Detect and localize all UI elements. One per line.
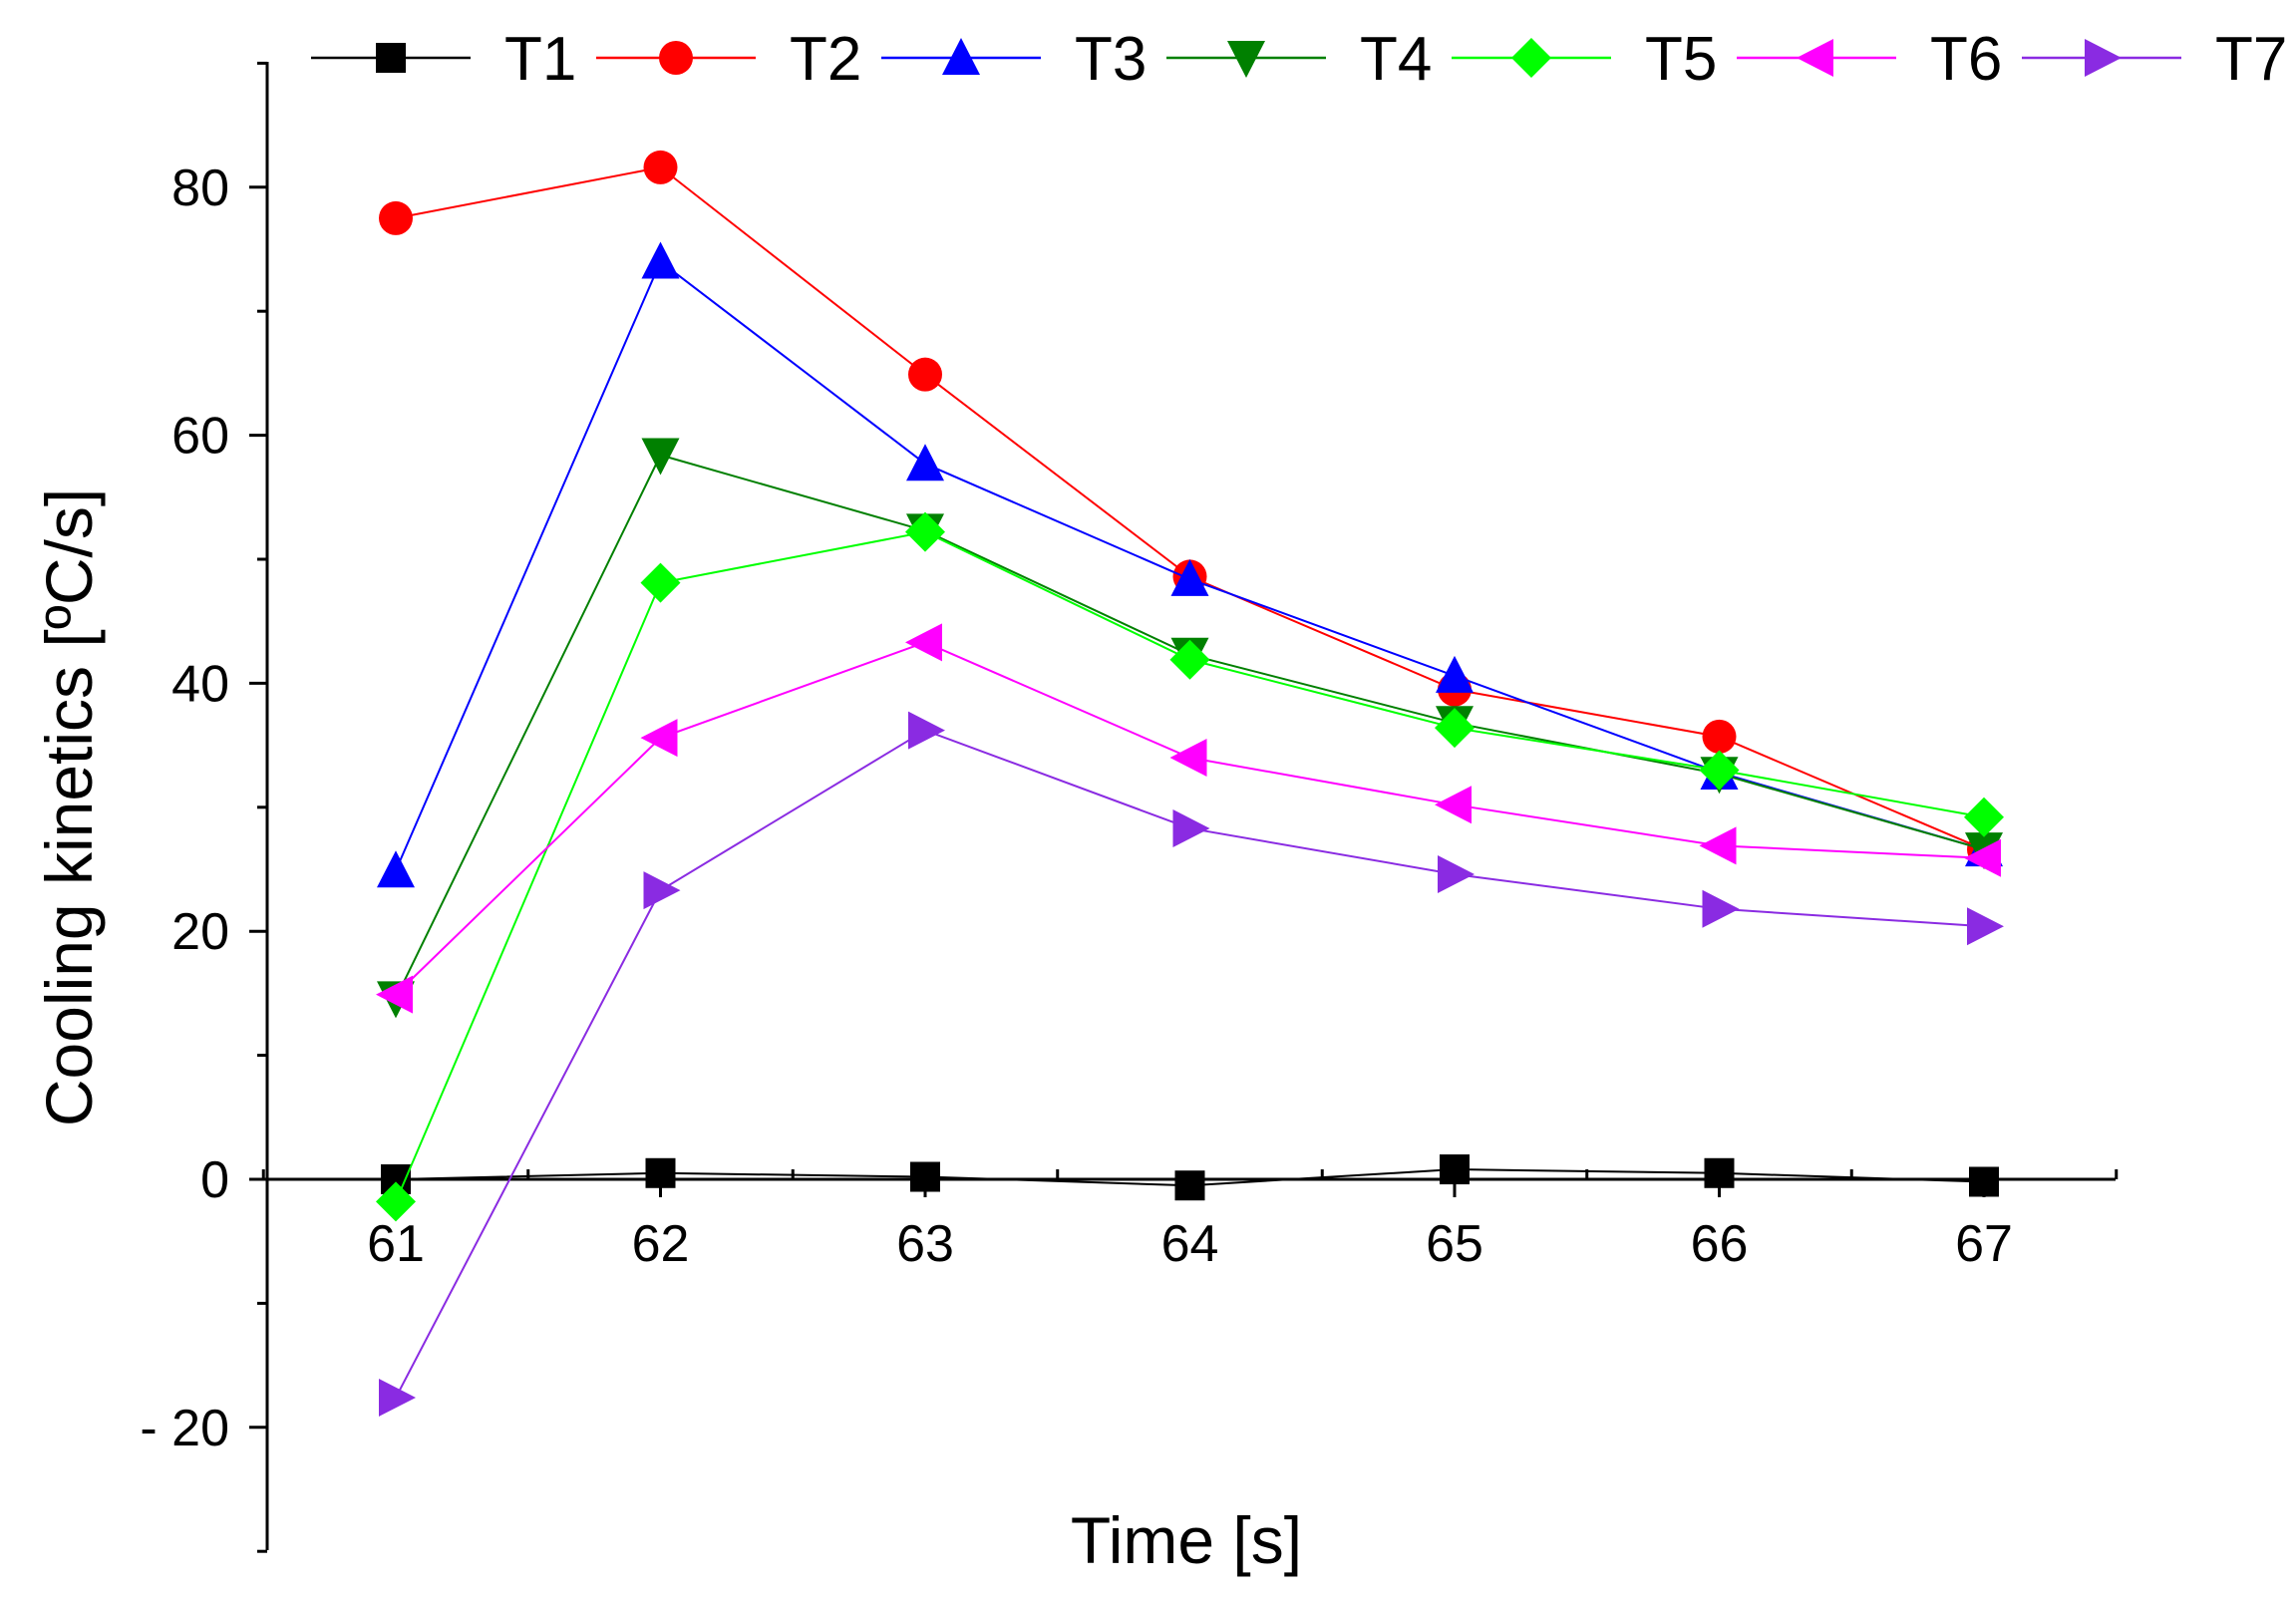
legend-entry-t3: T3 [881, 25, 1147, 94]
y-tick-label: 0 [200, 1151, 229, 1209]
data-point-t6 [905, 623, 942, 662]
data-point-t6 [376, 975, 413, 1014]
data-point-t5 [376, 1181, 416, 1222]
x-tick-label: 61 [367, 1215, 425, 1273]
data-point-t3 [1170, 558, 1209, 596]
series-t6 [376, 623, 2001, 1014]
data-point-t6 [640, 719, 678, 758]
legend-entry-t7: T7 [2022, 25, 2287, 94]
x-tick-label: 65 [1426, 1215, 1483, 1273]
legend-entry-t4: T4 [1166, 25, 1432, 94]
axes: - 20 0 20 40 60 80 61 62 63 64 65 66 67 [140, 61, 2119, 1553]
data-point-t7 [1172, 808, 1210, 847]
data-point-t1 [1440, 1154, 1470, 1185]
data-point-t2 [1702, 719, 1737, 754]
data-point-t1 [1704, 1157, 1735, 1188]
data-point-t3 [641, 241, 680, 279]
data-point-t5 [640, 562, 681, 603]
x-tick-label: 64 [1161, 1215, 1219, 1273]
data-point-t2 [643, 150, 678, 184]
data-point-t7 [908, 711, 945, 750]
data-point-t7 [1702, 889, 1740, 928]
data-point-t5 [1699, 750, 1740, 791]
legend-entry-t5: T5 [1452, 25, 1717, 94]
data-point-t4 [641, 438, 680, 476]
series-t1 [381, 1154, 1999, 1201]
legend-marker-t1 [376, 43, 406, 73]
data-point-t3 [906, 444, 944, 481]
legend-label-t7: T7 [2215, 25, 2287, 94]
series-layer [376, 150, 2004, 1417]
data-point-t2 [908, 357, 942, 392]
data-point-t7 [379, 1378, 416, 1417]
legend: T1 T2 T3 T4 T5 T6 T7 [311, 25, 2287, 94]
legend-label-t2: T2 [790, 25, 861, 94]
data-point-t7 [1967, 907, 2004, 946]
series-t7 [379, 711, 2004, 1417]
x-tick-label: 63 [896, 1215, 954, 1273]
legend-marker-t4 [1227, 41, 1265, 78]
data-point-t1 [1969, 1166, 1999, 1197]
data-point-t2 [379, 200, 413, 235]
y-tick-label: 40 [171, 655, 229, 713]
data-point-t3 [377, 850, 415, 888]
data-point-t3 [1436, 655, 1474, 693]
legend-marker-t6 [1797, 39, 1833, 77]
x-tick-label: 66 [1691, 1215, 1749, 1273]
y-tick-label: 60 [171, 408, 229, 466]
data-point-t6 [1699, 826, 1737, 865]
data-point-t5 [905, 511, 945, 552]
data-point-t6 [1964, 838, 2001, 877]
legend-label-t4: T4 [1360, 25, 1432, 94]
data-point-t7 [643, 871, 681, 910]
data-point-t5 [1435, 708, 1475, 749]
x-tick-label: 62 [632, 1215, 690, 1273]
legend-marker-t7 [2085, 39, 2122, 77]
y-tick-label: 20 [171, 903, 229, 961]
x-axis-title: Time [s] [1071, 1503, 1302, 1577]
data-point-t1 [645, 1157, 676, 1188]
legend-label-t6: T6 [1930, 25, 2002, 94]
legend-entry-t6: T6 [1737, 25, 2002, 94]
x-tick-label: 67 [1955, 1215, 2013, 1273]
data-point-t6 [1169, 739, 1207, 778]
legend-label-t1: T1 [504, 25, 576, 94]
legend-label-t5: T5 [1645, 25, 1717, 94]
legend-entry-t1: T1 [311, 25, 576, 94]
data-point-t1 [910, 1161, 940, 1192]
data-point-t5 [1169, 639, 1210, 680]
legend-marker-t2 [659, 41, 693, 75]
y-tick-label: 80 [171, 160, 229, 217]
legend-entry-t2: T2 [596, 25, 861, 94]
legend-label-t3: T3 [1075, 25, 1147, 94]
series-t5 [376, 511, 2004, 1222]
data-point-t7 [1438, 854, 1475, 893]
data-point-t5 [1964, 797, 2004, 837]
legend-marker-t3 [942, 38, 980, 75]
legend-marker-t5 [1511, 38, 1551, 78]
y-axis-title: Cooling kinetics [ºC/s] [32, 488, 106, 1126]
data-point-t1 [1174, 1170, 1205, 1201]
data-point-t6 [1435, 786, 1472, 824]
y-tick-label: - 20 [140, 1400, 229, 1457]
